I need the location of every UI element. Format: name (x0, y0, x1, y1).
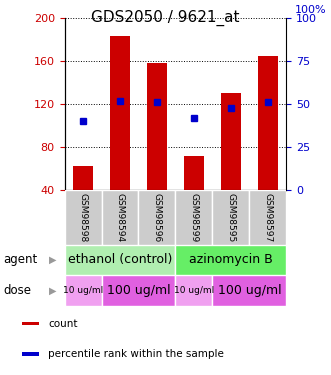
Bar (102, 275, 175, 306)
Bar (23, 352, 39, 356)
Text: agent: agent (3, 254, 37, 266)
Bar (110, 36, 130, 233)
Text: dose: dose (3, 284, 31, 297)
Text: GSM98597: GSM98597 (263, 193, 272, 242)
Bar (65, 245, 175, 275)
Bar (175, 190, 213, 245)
Text: GSM98596: GSM98596 (153, 193, 162, 242)
Bar (23, 322, 39, 325)
Bar (147, 63, 167, 233)
Text: ▶: ▶ (49, 286, 57, 296)
Text: GDS2050 / 9621_at: GDS2050 / 9621_at (91, 9, 240, 26)
Bar (213, 275, 286, 306)
Text: 100%: 100% (295, 5, 326, 15)
Text: azinomycin B: azinomycin B (189, 254, 273, 266)
Bar (221, 93, 241, 233)
Text: GSM98599: GSM98599 (189, 193, 198, 242)
Bar (65, 190, 102, 245)
Bar (249, 190, 286, 245)
Bar (73, 166, 93, 233)
Text: 100 ug/ml: 100 ug/ml (217, 284, 281, 297)
Bar (175, 275, 213, 306)
Bar (184, 156, 204, 233)
Bar (138, 190, 175, 245)
Text: ▶: ▶ (49, 255, 57, 265)
Text: GSM98595: GSM98595 (226, 193, 235, 242)
Text: 100 ug/ml: 100 ug/ml (107, 284, 170, 297)
Bar (258, 56, 278, 233)
Bar (65, 275, 102, 306)
Bar (175, 245, 286, 275)
Text: GSM98598: GSM98598 (78, 193, 87, 242)
Text: 10 ug/ml: 10 ug/ml (63, 286, 103, 295)
Text: percentile rank within the sample: percentile rank within the sample (48, 349, 224, 359)
Text: GSM98594: GSM98594 (116, 193, 124, 242)
Bar (213, 190, 249, 245)
Bar (102, 190, 138, 245)
Text: 10 ug/ml: 10 ug/ml (174, 286, 214, 295)
Text: ethanol (control): ethanol (control) (68, 254, 172, 266)
Text: count: count (48, 319, 78, 328)
